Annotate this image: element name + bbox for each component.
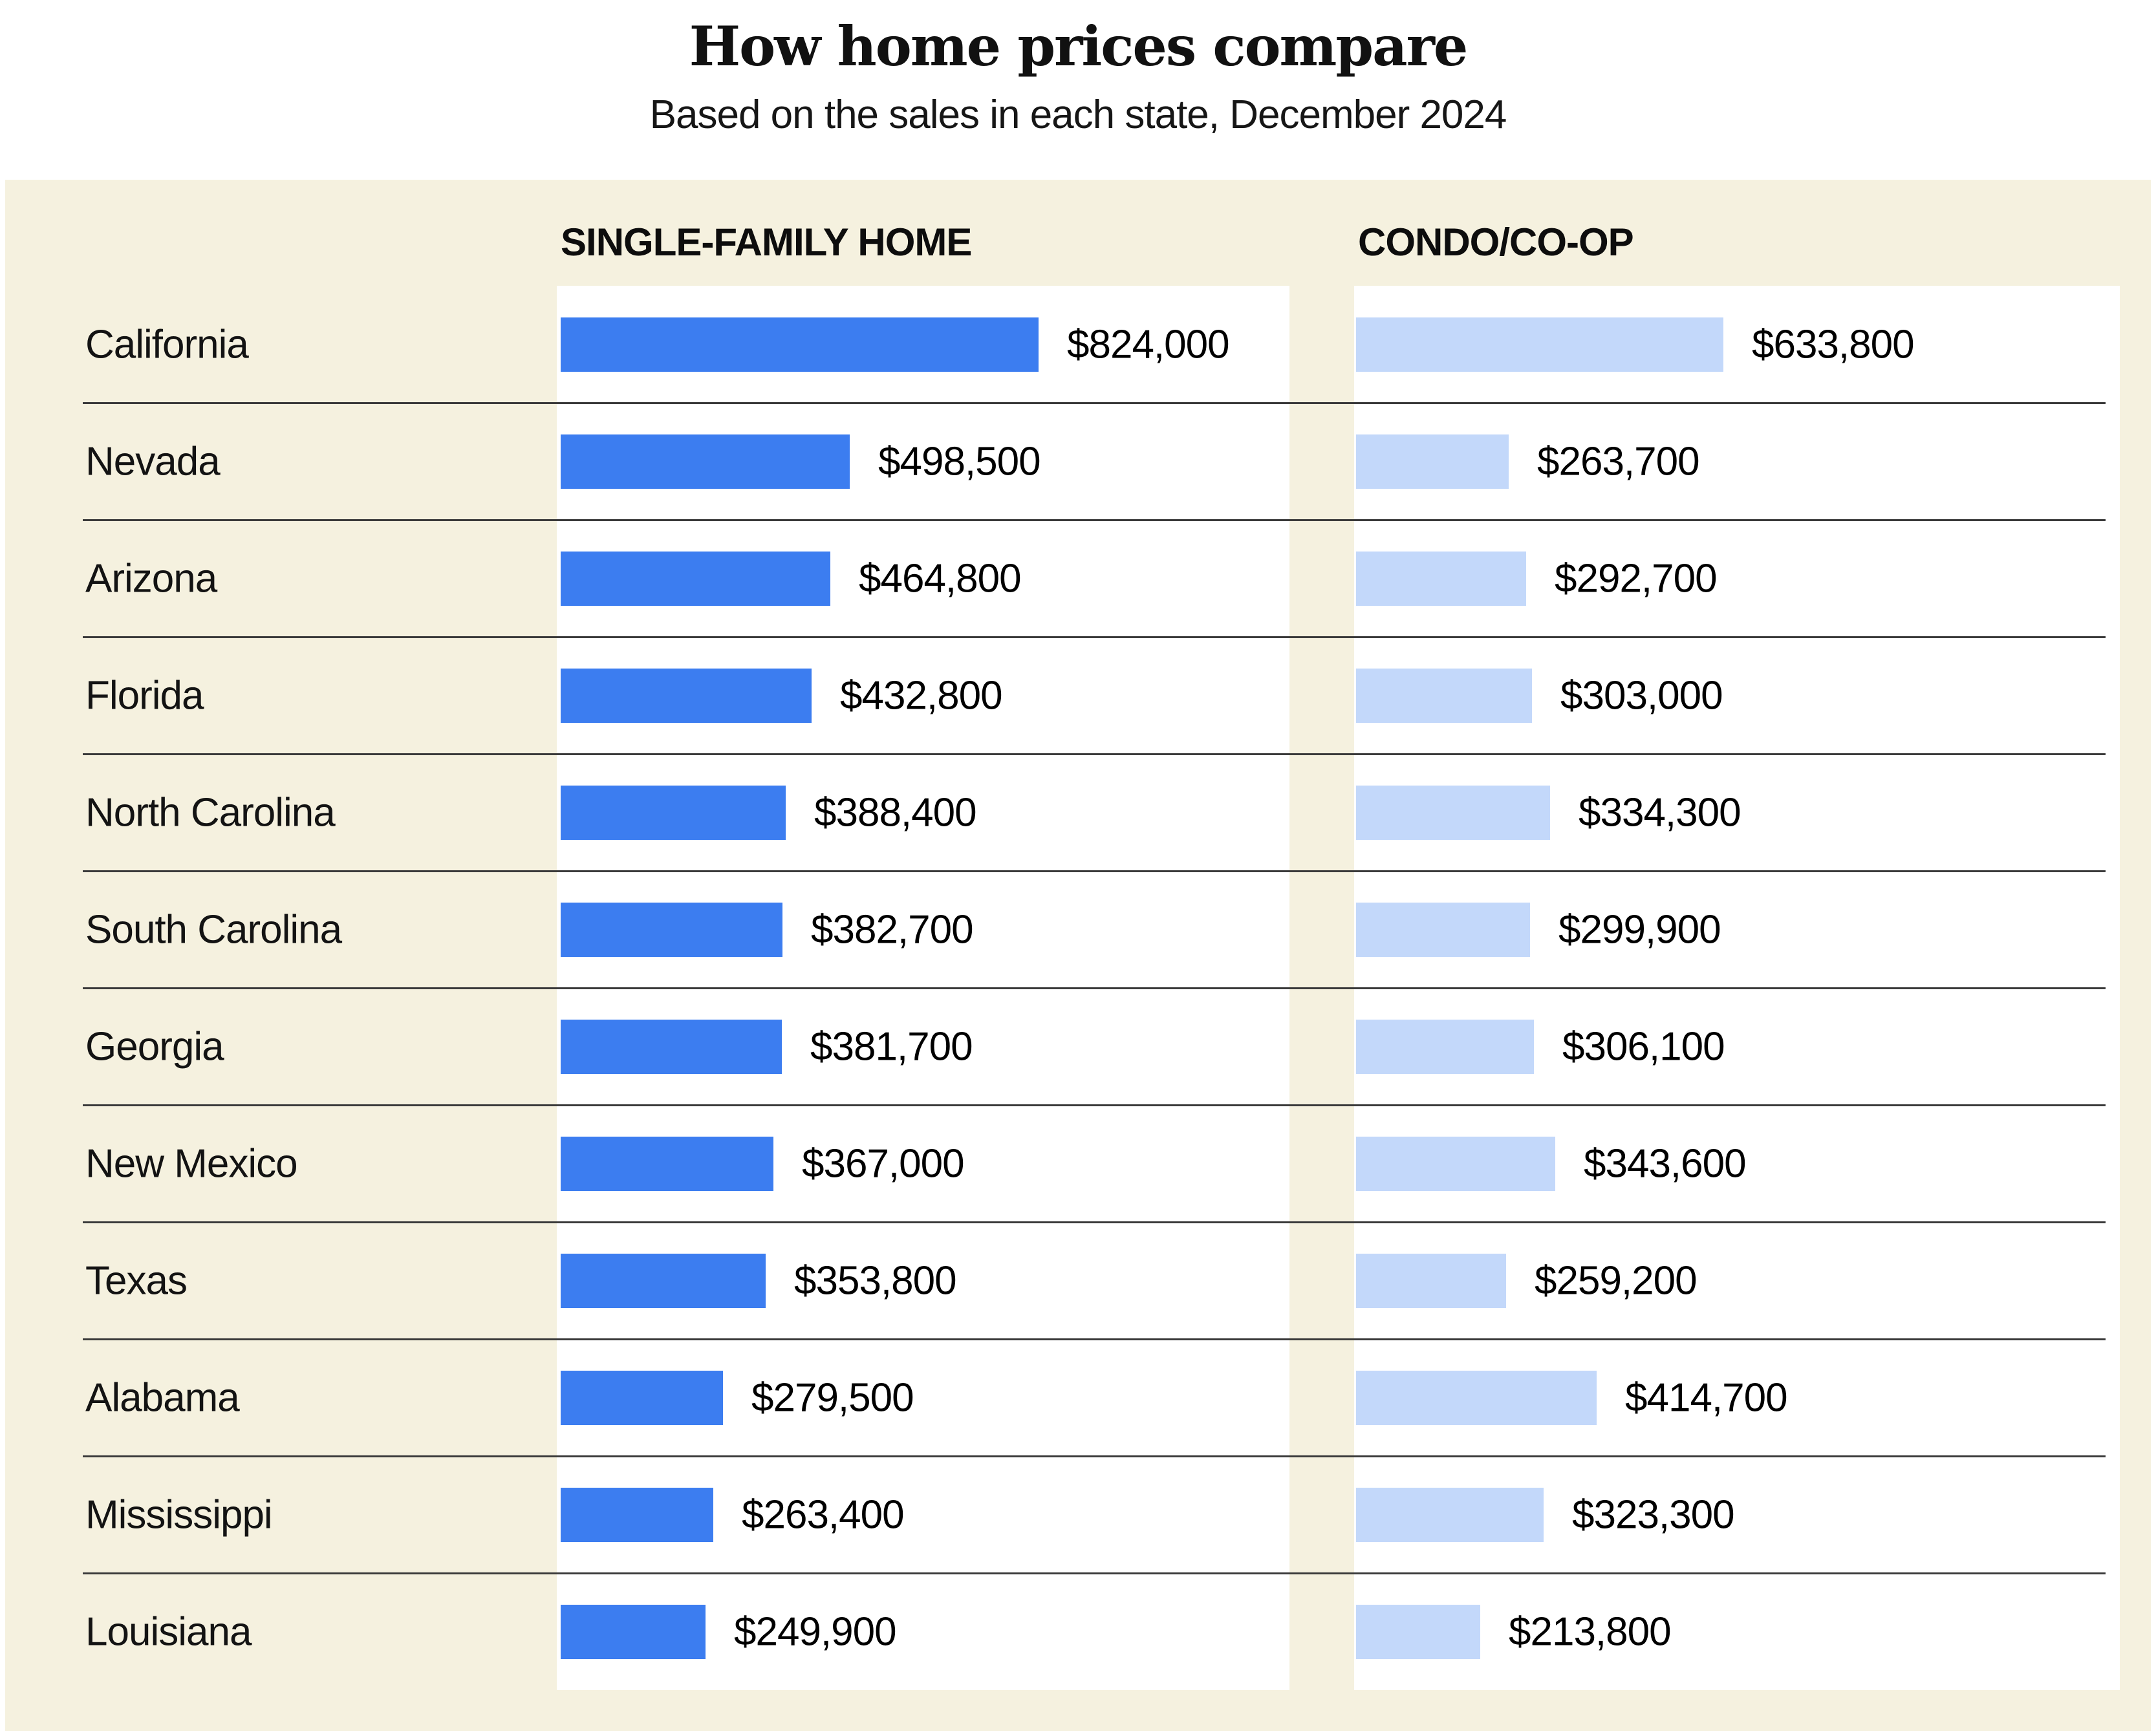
- row-divider: [83, 870, 2106, 872]
- state-label: South Carolina: [85, 907, 342, 952]
- condo-value: $343,600: [1584, 1141, 1747, 1186]
- condo-bar: [1356, 1604, 1480, 1659]
- state-label: New Mexico: [85, 1141, 298, 1186]
- state-label: Louisiana: [85, 1609, 252, 1654]
- condo-value: $213,800: [1509, 1609, 1672, 1654]
- row-divider: [83, 753, 2106, 755]
- single-family-bar: [561, 317, 1039, 372]
- condo-bar: [1356, 1136, 1555, 1191]
- state-label: Mississippi: [85, 1492, 273, 1537]
- state-label: Alabama: [85, 1375, 240, 1420]
- condo-value: $263,700: [1537, 439, 1700, 484]
- single-family-value: $432,800: [840, 673, 1003, 718]
- single-family-bar: [561, 551, 830, 606]
- row-divider: [83, 1455, 2106, 1457]
- single-family-value: $824,000: [1067, 322, 1230, 367]
- single-family-bar: [561, 1019, 782, 1074]
- single-family-value: $498,500: [878, 439, 1041, 484]
- chart-row: Alabama $279,500 $414,700: [0, 1339, 2156, 1457]
- state-label: Florida: [85, 673, 204, 718]
- chart-row: Florida $432,800 $303,000: [0, 637, 2156, 755]
- condo-value: $414,700: [1625, 1375, 1788, 1420]
- row-divider: [83, 1104, 2106, 1106]
- row-divider: [83, 519, 2106, 521]
- condo-value: $259,200: [1535, 1258, 1698, 1303]
- state-label: Georgia: [85, 1024, 224, 1069]
- row-divider: [83, 987, 2106, 989]
- condo-value: $323,300: [1572, 1492, 1735, 1537]
- chart-row: Nevada $498,500 $263,700: [0, 403, 2156, 521]
- condo-value: $633,800: [1752, 322, 1915, 367]
- page-title: How home prices compare: [689, 14, 1469, 78]
- single-family-bar: [561, 785, 786, 840]
- row-divider: [83, 402, 2106, 404]
- condo-bar: [1356, 668, 1532, 723]
- single-family-value: $388,400: [814, 790, 977, 835]
- single-family-value: $353,800: [794, 1258, 957, 1303]
- chart-row: Arizona $464,800 $292,700: [0, 520, 2156, 638]
- chart-row: Mississippi $263,400 $323,300: [0, 1456, 2156, 1574]
- single-family-value: $263,400: [742, 1492, 905, 1537]
- state-label: Texas: [85, 1258, 188, 1303]
- single-family-bar: [561, 1604, 706, 1659]
- condo-bar: [1356, 434, 1509, 489]
- condo-value: $292,700: [1555, 556, 1718, 601]
- chart-row: South Carolina $382,700 $299,900: [0, 871, 2156, 989]
- row-divider: [83, 1221, 2106, 1223]
- single-family-bar: [561, 1370, 723, 1425]
- chart-row: California $824,000 $633,800: [0, 286, 2156, 404]
- single-family-value: $367,000: [802, 1141, 965, 1186]
- single-family-value: $382,700: [811, 907, 974, 952]
- column-header-single-family: SINGLE-FAMILY HOME: [561, 220, 972, 264]
- single-family-bar: [561, 1253, 766, 1308]
- chart-rows: California $824,000 $633,800 Nevada $498…: [0, 286, 2156, 1690]
- page-subtitle: Based on the sales in each state, Decemb…: [649, 92, 1507, 137]
- chart-row: North Carolina $388,400 $334,300: [0, 754, 2156, 872]
- single-family-bar: [561, 434, 850, 489]
- condo-value: $303,000: [1560, 673, 1723, 718]
- condo-bar: [1356, 1370, 1597, 1425]
- state-label: Nevada: [85, 439, 221, 484]
- single-family-bar: [561, 902, 782, 957]
- single-family-value: $381,700: [810, 1024, 973, 1069]
- chart-row: New Mexico $367,000 $343,600: [0, 1105, 2156, 1223]
- single-family-bar: [561, 668, 812, 723]
- condo-value: $334,300: [1579, 790, 1741, 835]
- state-label: North Carolina: [85, 790, 336, 835]
- chart-row: Georgia $381,700 $306,100: [0, 988, 2156, 1106]
- condo-bar: [1356, 1253, 1506, 1308]
- condo-bar: [1356, 785, 1550, 840]
- row-divider: [83, 636, 2106, 638]
- chart-row: Texas $353,800 $259,200: [0, 1222, 2156, 1340]
- condo-bar: [1356, 1019, 1534, 1074]
- column-header-condo: CONDO/CO-OP: [1358, 220, 1634, 264]
- single-family-bar: [561, 1136, 773, 1191]
- condo-value: $299,900: [1558, 907, 1721, 952]
- single-family-bar: [561, 1487, 713, 1542]
- single-family-value: $279,500: [751, 1375, 914, 1420]
- condo-bar: [1356, 902, 1530, 957]
- chart-row: Louisiana $249,900 $213,800: [0, 1573, 2156, 1690]
- condo-bar: [1356, 551, 1526, 606]
- condo-bar: [1356, 317, 1723, 372]
- row-divider: [83, 1572, 2106, 1574]
- single-family-value: $464,800: [859, 556, 1022, 601]
- state-label: California: [85, 322, 249, 367]
- single-family-value: $249,900: [734, 1609, 897, 1654]
- condo-value: $306,100: [1562, 1024, 1725, 1069]
- state-label: Arizona: [85, 556, 217, 601]
- row-divider: [83, 1338, 2106, 1340]
- condo-bar: [1356, 1487, 1544, 1542]
